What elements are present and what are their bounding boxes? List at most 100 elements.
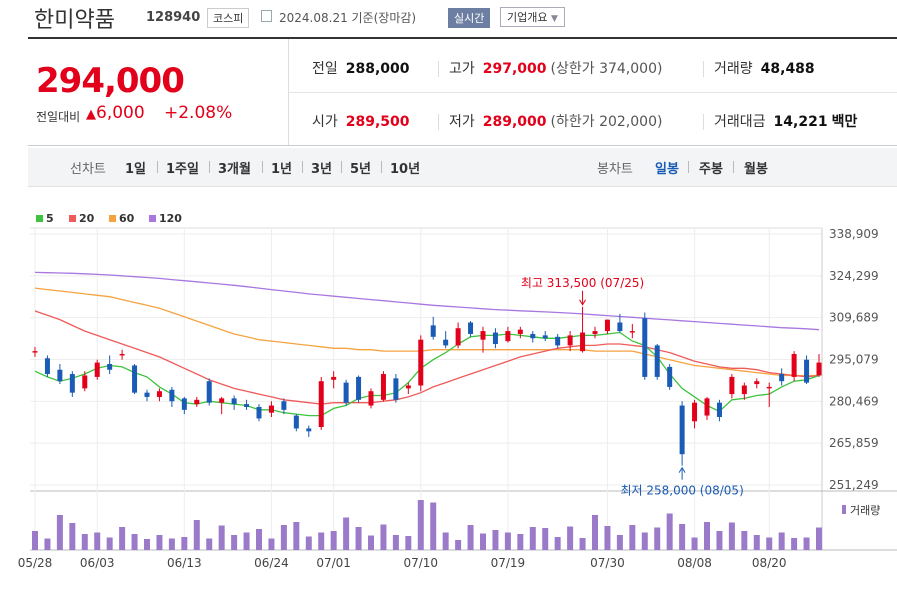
legend-swatch xyxy=(149,215,156,222)
volume-bar xyxy=(442,532,449,550)
volume-bar xyxy=(504,532,511,550)
candle-body xyxy=(505,331,511,342)
volume-bar xyxy=(32,531,38,550)
stat-volume-label: 거래량 xyxy=(714,61,753,77)
volume-bar xyxy=(305,536,312,550)
candle-body xyxy=(281,401,287,410)
volume-bar xyxy=(803,537,810,550)
candle-body xyxy=(667,366,673,387)
candle-body xyxy=(480,331,486,340)
candle-body xyxy=(156,391,162,397)
volume-bar xyxy=(168,538,175,550)
volume-bar xyxy=(218,525,225,550)
x-tick-label: 08/20 xyxy=(752,556,787,570)
tab-1year[interactable]: 1년 xyxy=(271,162,293,177)
tab-10year[interactable]: 10년 xyxy=(390,162,421,177)
chart-tabs-bar: 선차트 1일 1주일 3개월 1년 3년 5년 10년 봉차트 일봉 주봉 월봉 xyxy=(28,148,897,187)
candle-body xyxy=(654,345,660,377)
candle-body xyxy=(231,398,237,405)
volume-bar xyxy=(355,527,362,550)
volume-bar xyxy=(517,534,524,550)
stock-name: 한미약품 xyxy=(34,8,115,33)
candle-body xyxy=(430,325,436,337)
volume-bar xyxy=(293,522,300,550)
stat-high: 고가 297,000 (상한가 374,000) xyxy=(449,58,662,78)
tab-daily[interactable]: 일봉 xyxy=(655,162,679,177)
stat-low-value: 289,000 xyxy=(482,114,547,130)
tab-1day[interactable]: 1일 xyxy=(125,162,147,177)
candle-body xyxy=(592,331,598,334)
tab-3year[interactable]: 3년 xyxy=(311,162,333,177)
volume-bar xyxy=(330,531,337,550)
volume-bar xyxy=(716,531,723,550)
volume-bar xyxy=(616,535,623,550)
candle-body xyxy=(32,351,38,353)
candle-body xyxy=(380,374,386,400)
candle-body xyxy=(44,358,50,375)
y-tick-label: 338,909 xyxy=(829,227,879,241)
candle-body xyxy=(816,362,822,376)
volume-bar xyxy=(604,526,611,550)
volume-bar xyxy=(256,529,262,550)
volume-bar xyxy=(666,513,673,550)
volume-bar xyxy=(119,527,126,550)
stat-open-value: 289,500 xyxy=(345,114,410,130)
candle-body xyxy=(604,319,610,332)
volume-bar xyxy=(81,534,88,550)
annotation-high-label: 최고 313,500 (07/25) xyxy=(521,276,644,290)
volume-bar xyxy=(318,532,325,550)
volume-bar xyxy=(131,534,138,550)
candle-body xyxy=(293,415,299,429)
stat-prev-close: 전일 288,000 xyxy=(312,58,410,78)
tab-weekly[interactable]: 주봉 xyxy=(699,162,723,177)
volume-bar xyxy=(430,502,437,550)
company-overview-dropdown[interactable]: 기업개요 ▼ xyxy=(500,7,565,27)
stat-low-label: 저가 xyxy=(449,114,475,130)
stat-low: 저가 289,000 (하한가 202,000) xyxy=(449,111,662,131)
candle-body xyxy=(343,382,349,403)
price-change: ▲6,000 xyxy=(86,103,145,123)
stat-low-limit: (하한가 202,000) xyxy=(550,114,663,130)
ma20-line xyxy=(34,310,820,405)
price-change-percent: +2.08% xyxy=(164,103,233,123)
legend-swatch xyxy=(109,215,116,222)
volume-bar xyxy=(579,538,586,550)
x-tick-label: 07/30 xyxy=(590,556,625,570)
realtime-button[interactable]: 실시간 xyxy=(448,8,491,28)
candle-body xyxy=(405,385,411,389)
x-tick-label: 07/19 xyxy=(491,556,526,570)
candle-body xyxy=(144,392,150,397)
volume-legend-swatch xyxy=(842,505,846,514)
candle-body xyxy=(356,376,362,400)
candle-body xyxy=(256,406,262,419)
candle-body xyxy=(331,376,337,380)
tab-monthly[interactable]: 월봉 xyxy=(744,162,768,177)
ma5-line xyxy=(34,331,820,417)
volume-bar xyxy=(679,524,686,550)
candle-chart-label: 봉차트 xyxy=(597,162,633,177)
tab-5year[interactable]: 5년 xyxy=(350,162,372,177)
ma-legend: 5 20 60 120 xyxy=(36,212,182,225)
tab-3month[interactable]: 3개월 xyxy=(218,162,251,177)
market-badge: 코스피 xyxy=(207,8,250,28)
candle-body xyxy=(244,404,250,407)
candle-body xyxy=(107,364,113,370)
volume-bar xyxy=(69,523,76,550)
volume-bar xyxy=(243,532,250,550)
y-tick-label: 309,689 xyxy=(829,311,879,325)
annotation-low-label: 최저 258,000 (08/05) xyxy=(620,484,743,498)
base-date: 2024.08.21 기준(장마감) xyxy=(279,11,417,25)
candle-body xyxy=(169,389,175,402)
tab-1week[interactable]: 1주일 xyxy=(166,162,199,177)
legend-label: 60 xyxy=(119,212,135,225)
candle-body xyxy=(443,339,449,346)
volume-bar xyxy=(791,538,798,550)
volume-bar xyxy=(816,527,822,550)
volume-bar xyxy=(704,522,710,550)
candle-body xyxy=(455,328,461,346)
volume-bar xyxy=(766,537,773,550)
candle-body xyxy=(741,385,747,395)
stock-header: 한미약품 128940 코스피 2024.08.21 기준(장마감) 실시간 기… xyxy=(0,0,897,34)
candle-body xyxy=(617,322,623,332)
stat-prev-value: 288,000 xyxy=(345,61,410,77)
